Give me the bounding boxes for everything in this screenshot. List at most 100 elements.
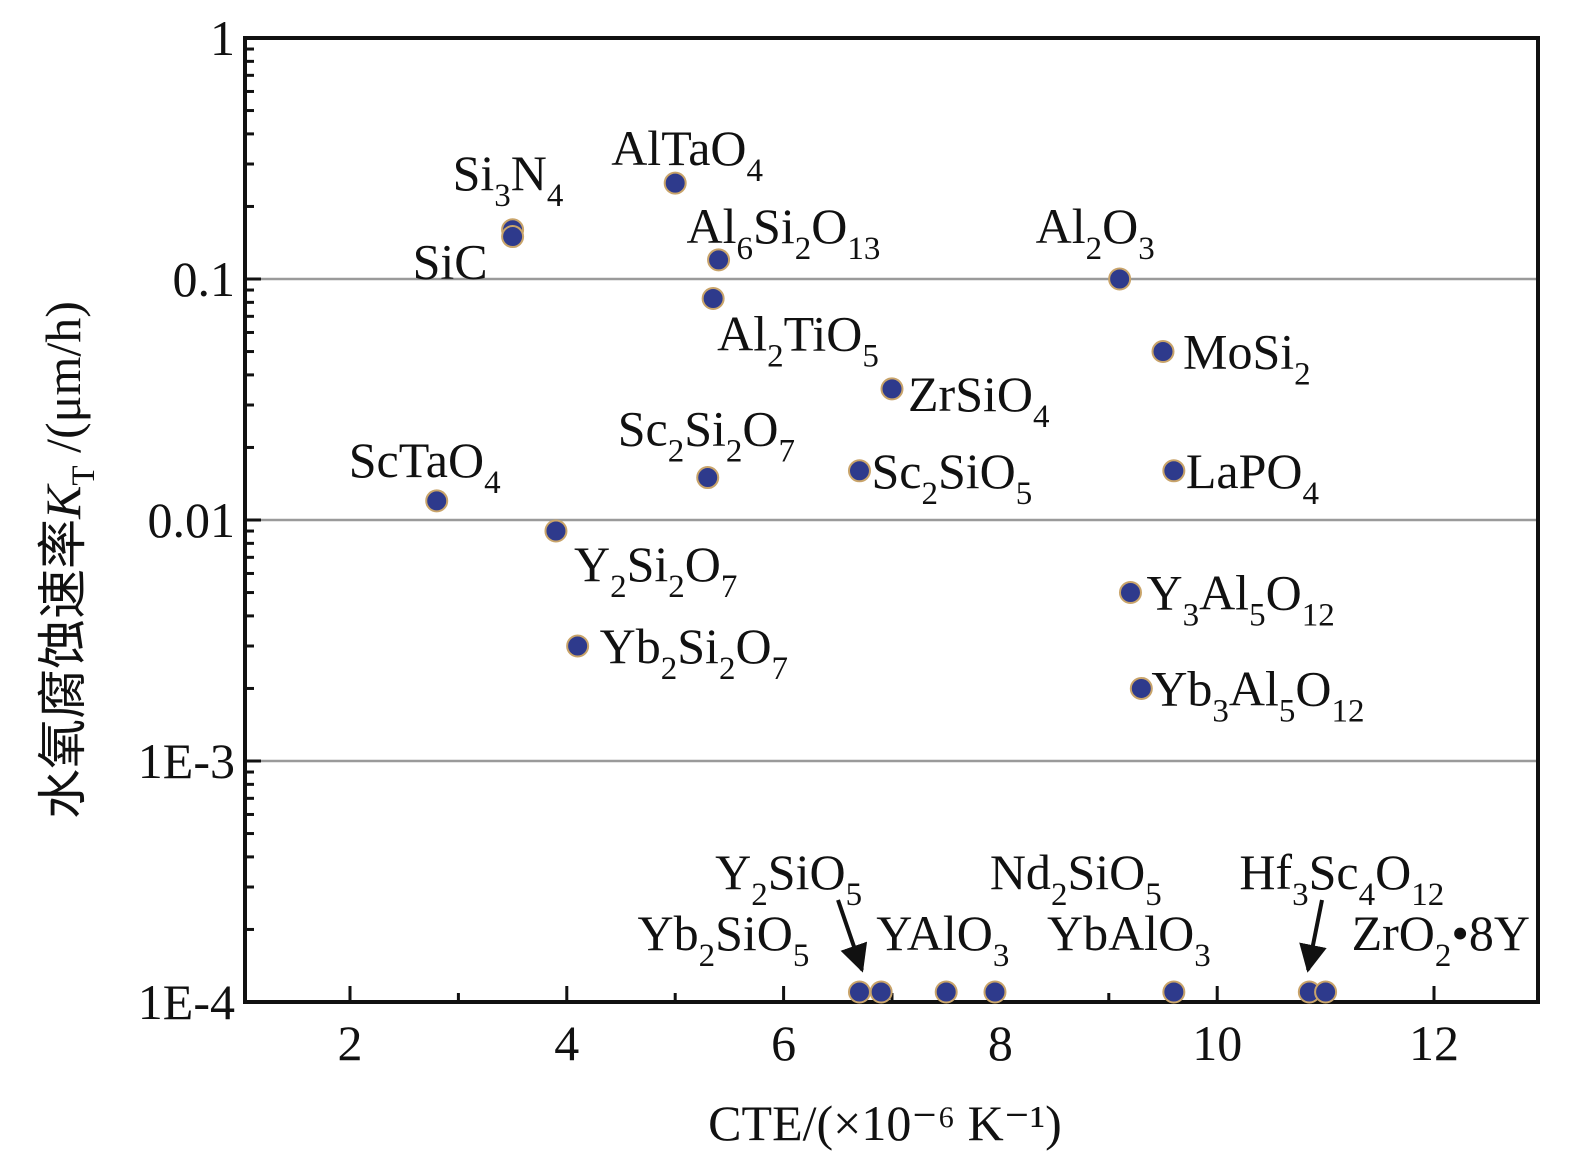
point-label-part: •8Y — [1451, 905, 1530, 961]
point-label-part: MoSi — [1183, 324, 1294, 380]
point-label-part: 2 — [610, 569, 627, 605]
point-label: Si3N4 — [453, 145, 564, 214]
point-label-part: Si — [684, 401, 726, 457]
point-label-part: 6 — [737, 231, 754, 267]
point-label-part: 4 — [1033, 399, 1050, 435]
point-label-part: Si — [627, 536, 669, 592]
point-label-part: 2 — [1294, 357, 1311, 393]
x-tick-label: 12 — [1409, 1015, 1459, 1071]
data-point — [934, 980, 958, 1004]
point-label-part: 5 — [793, 938, 810, 974]
data-point — [869, 980, 893, 1004]
point-label: AlTaO4 — [611, 120, 763, 189]
y-tick-label: 1 — [210, 10, 235, 66]
point-label-part: SiO — [768, 844, 846, 900]
data-point — [696, 466, 720, 490]
point-label-part: O — [1266, 565, 1302, 621]
data-point — [1129, 676, 1153, 700]
point-label-part: Hf — [1239, 844, 1292, 900]
point-labels: Si3N4SiCAlTaO4Al6Si2O13Al2TiO5Al2O3MoSi2… — [349, 120, 1530, 974]
point-label-part: 7 — [721, 569, 738, 605]
y-tick-label: 0.1 — [173, 251, 236, 307]
point-label-part: 5 — [1249, 598, 1266, 634]
data-point — [707, 248, 731, 272]
point-label: Y2SiO5 — [715, 844, 862, 913]
tick-labels: 2 4 6 8 10 12 1 0.1 0.01 1E-3 1E-4 — [138, 10, 1459, 1071]
data-point — [847, 459, 871, 483]
point-label-part: LaPO — [1186, 443, 1303, 499]
point-label: Sc2SiO5 — [871, 443, 1032, 512]
y-tick-label: 1E-3 — [138, 733, 235, 789]
data-point — [1162, 980, 1186, 1004]
data-point — [1108, 267, 1132, 291]
point-label-part: O — [685, 536, 721, 592]
point-label-part: O — [1375, 844, 1411, 900]
point-label-part: 3 — [1292, 877, 1309, 913]
point-label-part: 2 — [668, 569, 685, 605]
point-label-part: O — [1102, 198, 1138, 254]
point-label-part: 2 — [719, 651, 736, 687]
y-axis-title-unit: /(μm/h) — [35, 301, 91, 465]
point-label: Y2Si2O7 — [574, 536, 737, 605]
point-label-part: Sc — [1309, 844, 1359, 900]
point-label: MoSi2 — [1183, 324, 1311, 393]
point-label-part: 2 — [661, 651, 678, 687]
x-tick-label: 2 — [338, 1015, 363, 1071]
point-label-part: YAlO — [876, 905, 993, 961]
point-label-part: 2 — [751, 877, 768, 913]
data-point — [663, 171, 687, 195]
point-label-part: 2 — [1435, 938, 1452, 974]
point-label-part: 4 — [1302, 476, 1319, 512]
point-label: ScTaO4 — [349, 432, 501, 501]
point-label-part: TiO — [784, 306, 863, 362]
point-label-part: 4 — [747, 153, 764, 189]
point-label-part: 13 — [847, 231, 880, 267]
point-label: Nd2SiO5 — [990, 844, 1162, 913]
point-label-part: 2 — [795, 231, 812, 267]
x-tick-label: 6 — [771, 1015, 796, 1071]
point-label-part: 2 — [1051, 877, 1068, 913]
point-label-part: Al — [1229, 660, 1279, 716]
point-label-part: 3 — [1194, 938, 1211, 974]
point-label-part: Si — [677, 618, 719, 674]
point-label-part: Al — [687, 198, 737, 254]
point-label: ZrO2•8Y — [1352, 905, 1530, 974]
y-axis-title-symbol: K — [35, 483, 91, 520]
x-tick-label: 4 — [554, 1015, 579, 1071]
point-label-part: Nd — [990, 844, 1051, 900]
point-label-part: SiC — [413, 234, 488, 290]
data-point — [425, 489, 449, 513]
point-label-part: 3 — [494, 178, 511, 214]
point-label: Yb2SiO5 — [637, 905, 809, 974]
data-point — [1151, 340, 1175, 364]
point-label: Hf3Sc4O12 — [1239, 844, 1444, 913]
point-label-part: Y — [715, 844, 751, 900]
point-label-part: ZrO — [1352, 905, 1435, 961]
annotation-arrows — [836, 899, 1327, 973]
data-point — [544, 519, 568, 543]
point-label-part: Sc — [618, 401, 668, 457]
data-point — [566, 634, 590, 658]
point-label-part: 4 — [484, 465, 501, 501]
data-point — [983, 980, 1007, 1004]
data-point — [847, 980, 871, 1004]
point-label-part: SiO — [1067, 844, 1145, 900]
annotation-arrow — [1299, 899, 1327, 973]
point-label: SiC — [413, 234, 488, 290]
point-label: Yb3Al5O12 — [1151, 660, 1364, 729]
point-label-part: YbAlO — [1047, 905, 1194, 961]
point-label: Y3Al5O12 — [1146, 565, 1334, 634]
point-label-part: Yb — [600, 618, 661, 674]
point-label-part: SiO — [715, 905, 793, 961]
x-tick-label: 8 — [988, 1015, 1013, 1071]
point-label-part: 5 — [1145, 877, 1162, 913]
point-label-part: Al — [1199, 565, 1249, 621]
point-label: Sc2Si2O7 — [618, 401, 795, 470]
point-label-part: 7 — [779, 434, 796, 470]
point-label: ZrSiO4 — [908, 366, 1050, 435]
point-label-part: 5 — [846, 877, 863, 913]
x-axis-title: CTE/(×10⁻⁶ K⁻¹) — [708, 1095, 1062, 1151]
x-tick-label: 10 — [1192, 1015, 1242, 1071]
point-label-part: Y — [1146, 565, 1182, 621]
